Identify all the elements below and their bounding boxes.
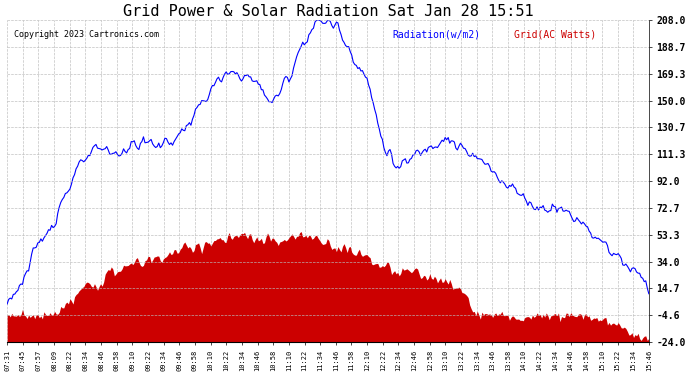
Text: Radiation(w/m2): Radiation(w/m2) [392, 30, 480, 40]
Title: Grid Power & Solar Radiation Sat Jan 28 15:51: Grid Power & Solar Radiation Sat Jan 28 … [123, 4, 533, 19]
Text: Grid(AC Watts): Grid(AC Watts) [514, 30, 596, 40]
Text: Copyright 2023 Cartronics.com: Copyright 2023 Cartronics.com [14, 30, 159, 39]
